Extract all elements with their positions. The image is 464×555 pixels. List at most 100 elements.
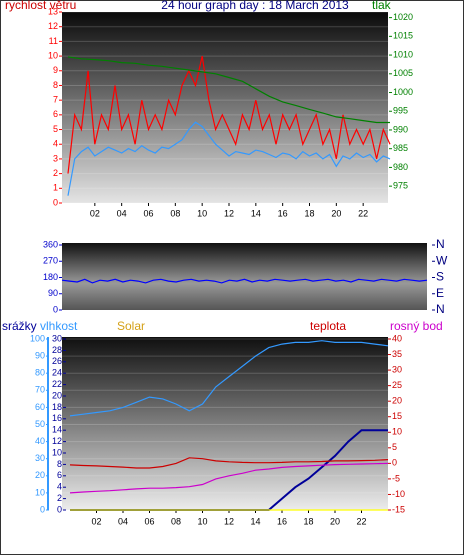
x-tick-label: 06: [143, 208, 153, 218]
y-tick-label: 270: [43, 256, 58, 266]
x-tick-label: 10: [197, 516, 207, 526]
x-tick-label: 10: [197, 208, 207, 218]
x-tick-label: 08: [170, 208, 180, 218]
x-tick-label: 02: [91, 516, 101, 526]
y-tick-label: 60: [35, 402, 45, 412]
series-line: [67, 55, 391, 174]
y-tick-label: 30: [52, 333, 62, 343]
x-tick-label: 16: [278, 208, 288, 218]
y-tick-label: 70: [35, 385, 45, 395]
y-tick-label: N: [436, 302, 445, 316]
y-tick-label: 10: [35, 487, 45, 497]
y-tick-label: 1020: [393, 12, 413, 22]
y-tick-label: 16: [52, 413, 62, 423]
chart-label: tlak: [372, 0, 392, 12]
y-tick-label: 975: [393, 181, 408, 191]
y-tick-label: 1005: [393, 68, 413, 78]
x-tick-label: 12: [224, 208, 234, 218]
y-tick-label: 980: [393, 162, 408, 172]
y-tick-label: 20: [392, 396, 402, 406]
chart-label: 24 hour graph day : 18 March 2013: [161, 0, 349, 12]
y-tick-label: 360: [43, 239, 58, 249]
y-tick-label: 2: [57, 493, 62, 503]
y-tick-label: 20: [35, 470, 45, 480]
y-tick-label: W: [436, 253, 448, 267]
y-tick-label: 10: [392, 427, 402, 437]
plot-bg: [62, 243, 427, 310]
y-tick-label: 25: [392, 380, 402, 390]
x-tick-label: 22: [358, 208, 368, 218]
y-tick-label: 990: [393, 124, 408, 134]
y-tick-label: E: [436, 286, 444, 300]
y-tick-label: 24: [52, 368, 62, 378]
series-line: [67, 56, 390, 124]
y-tick-label: 9: [53, 65, 58, 75]
y-tick-label: 50: [35, 419, 45, 429]
y-tick-label: S: [436, 270, 444, 284]
y-tick-label: 4: [53, 139, 58, 149]
x-tick-label: 18: [303, 516, 313, 526]
y-tick-label: 0: [53, 197, 58, 207]
y-tick-label: -15: [392, 504, 405, 514]
y-tick-label: 5: [392, 442, 397, 452]
y-tick-label: 35: [392, 349, 402, 359]
y-tick-label: 4: [57, 482, 62, 492]
y-tick-label: 6: [53, 109, 58, 119]
y-tick-label: N: [436, 237, 445, 251]
legend-label: teplota: [310, 319, 346, 333]
y-tick-label: 1000: [393, 87, 413, 97]
y-tick-label: 40: [392, 333, 402, 343]
chart-label: rychlost větru: [5, 0, 76, 12]
y-tick-label: 26: [52, 356, 62, 366]
y-tick-label: 0: [392, 458, 397, 468]
x-tick-label: 20: [330, 516, 340, 526]
y-tick-label: 995: [393, 106, 408, 116]
x-tick-label: 08: [171, 516, 181, 526]
plot-bg: [62, 12, 388, 203]
y-tick-label: 8: [53, 80, 58, 90]
legend-label: Solar: [117, 319, 145, 333]
y-tick-label: 28: [52, 345, 62, 355]
series-line: [61, 278, 428, 284]
series-line: [69, 462, 389, 494]
y-tick-label: 90: [48, 288, 58, 298]
series-line: [69, 340, 389, 417]
x-tick-label: 14: [250, 516, 260, 526]
y-tick-label: 80: [35, 368, 45, 378]
y-tick-label: 1: [53, 183, 58, 193]
x-tick-label: 04: [118, 516, 128, 526]
y-tick-label: 11: [49, 36, 58, 46]
legend-label: vlhkost: [40, 319, 78, 333]
y-tick-label: 18: [52, 402, 62, 412]
y-tick-label: 5: [53, 124, 58, 134]
x-tick-label: 14: [251, 208, 261, 218]
series-line: [69, 457, 389, 469]
legend-label: rosný bod: [390, 319, 443, 333]
y-tick-label: 985: [393, 143, 408, 153]
y-tick-label: 90: [35, 350, 45, 360]
y-tick-label: 20: [52, 390, 62, 400]
y-tick-label: 15: [392, 411, 402, 421]
x-tick-label: 02: [90, 208, 100, 218]
y-tick-label: 100: [30, 333, 45, 343]
x-tick-label: 12: [224, 516, 234, 526]
y-tick-label: 1010: [393, 49, 413, 59]
x-tick-label: 20: [331, 208, 341, 218]
x-tick-label: 22: [356, 516, 366, 526]
y-tick-label: 0: [57, 504, 62, 514]
y-tick-label: 7: [53, 95, 58, 105]
x-tick-label: 18: [304, 208, 314, 218]
y-tick-label: 0: [40, 504, 45, 514]
y-tick-label: -10: [392, 489, 405, 499]
y-tick-label: 13: [48, 6, 58, 16]
y-tick-label: 14: [52, 425, 62, 435]
y-tick-label: 6: [57, 470, 62, 480]
y-tick-label: 10: [48, 50, 58, 60]
y-tick-label: 0: [53, 304, 58, 314]
y-tick-label: 22: [52, 379, 62, 389]
y-tick-label: 30: [35, 453, 45, 463]
x-tick-label: 06: [144, 516, 154, 526]
y-tick-label: 1015: [393, 31, 413, 41]
y-tick-label: 12: [52, 436, 62, 446]
